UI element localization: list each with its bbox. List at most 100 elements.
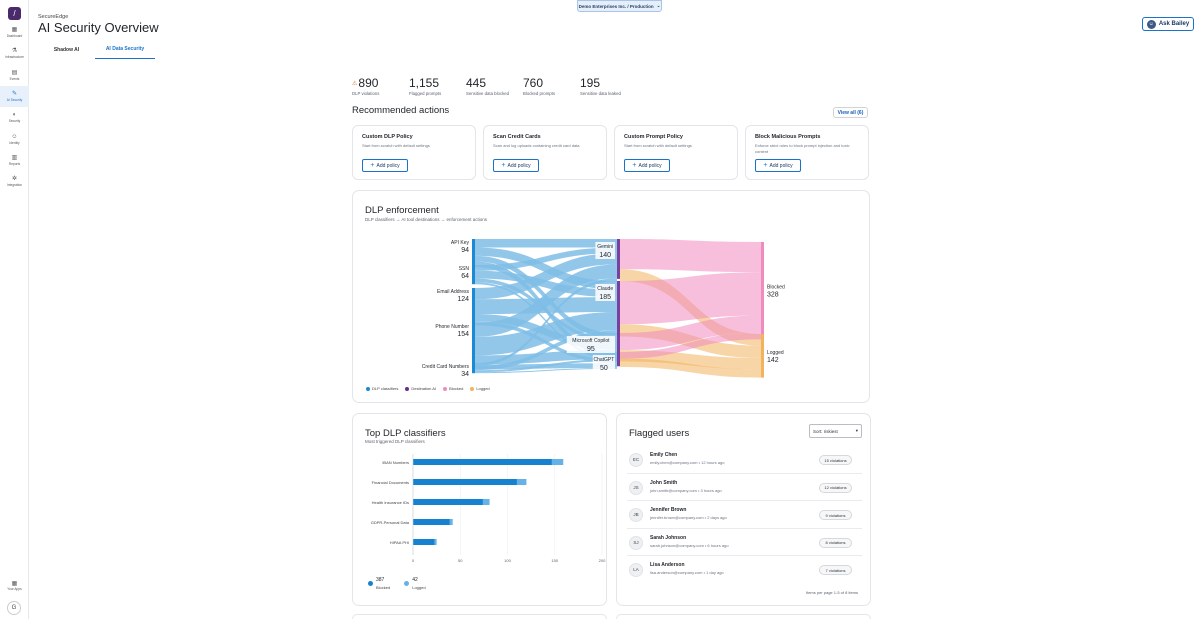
stats-row: ⚠ 890 DLP violations 1,155 Flagged prompts 44… (352, 76, 637, 96)
sankey-destination-node[interactable] (617, 352, 620, 367)
add-policy-button[interactable]: + Add policy (493, 159, 539, 172)
action-card: Custom Prompt Policy Start from scratch w… (614, 125, 738, 180)
bar-blocked[interactable] (413, 499, 483, 505)
stat-value-row: ⚠ 890 (352, 76, 409, 90)
action-card-description: Start from scratch with default settings (624, 143, 692, 148)
flagged-user-row[interactable]: EC Emily Chen emily.chen@company.com • 12 … (627, 446, 862, 474)
user-avatar[interactable]: G (7, 601, 21, 615)
dlp-enforcement-panel: API Key 94 SSN 64 Email Address 124 Phone Numb… (352, 190, 870, 403)
sidebar-item[interactable]: ✎ AI Security (0, 85, 29, 108)
tab-shadow-ai[interactable]: Shadow AI (53, 46, 80, 53)
add-policy-button[interactable]: + Add policy (624, 159, 670, 172)
violations-badge: 7 violations (819, 565, 852, 575)
flagged-user-row[interactable]: JB Jennifer Brown jennifer.brown@company.c… (627, 501, 862, 529)
your-apps-button[interactable]: ▦ Your Apps (0, 580, 29, 591)
bar-logged[interactable] (449, 519, 453, 525)
avatar: EC (629, 453, 643, 467)
tenant-selector[interactable]: Demo Enterprises Inc. / Production ⌄ (577, 0, 662, 12)
stat-value-row: 760 (523, 76, 580, 90)
flagged-users-list: EC Emily Chen emily.chen@company.com • 12 … (627, 446, 862, 584)
bar-blocked[interactable] (413, 479, 517, 485)
action-card: Scan Credit Cards Scan and log uploads co… (483, 125, 607, 180)
tab-bar: Shadow AI AI Data Security (38, 40, 155, 59)
sankey-destination-node[interactable] (617, 281, 620, 334)
sankey-source-label: Email Address (437, 289, 469, 295)
sankey-action-value: 142 (767, 357, 779, 364)
x-tick-label: 100 (504, 558, 511, 563)
stat-value-row: 445 (466, 76, 523, 90)
shield-icon: ◐ (12, 112, 17, 119)
sidebar-item[interactable]: ▦ Dashboard (0, 22, 29, 43)
user-name: Jennifer Brown (650, 507, 687, 513)
reports-icon: ▥ (11, 154, 18, 161)
flagged-user-row[interactable]: LA Lisa Anderson lisa.anderson@company.com… (627, 556, 862, 584)
legend-dot (405, 386, 410, 391)
add-policy-label: Add policy (507, 162, 531, 169)
sidebar-item[interactable]: ☺ Identity (0, 128, 29, 149)
sankey-source-node[interactable] (472, 239, 475, 268)
flagged-user-row[interactable]: SJ Sarah Johnson sarah.johnson@company.com… (627, 529, 862, 556)
bar-logged[interactable] (434, 539, 437, 545)
violations-badge: 8 violations (819, 537, 852, 548)
sankey-destination-node[interactable] (617, 239, 620, 279)
sankey-source-node[interactable] (472, 265, 475, 285)
sort-dropdown[interactable]: Sort: riskiest ▾ (809, 424, 862, 438)
blocked-dot (368, 581, 373, 586)
chevron-down-icon: ⌄ (656, 3, 661, 8)
bar-blocked[interactable] (413, 519, 450, 525)
sankey-source-node[interactable] (472, 363, 475, 374)
sankey-source-label: SSN (459, 266, 470, 272)
sankey-action-label: Logged (767, 350, 784, 356)
sidebar-item[interactable]: ⚗ Infrastructure (0, 43, 29, 64)
bar-blocked[interactable] (413, 539, 435, 545)
sankey-action-node[interactable] (761, 334, 764, 378)
add-policy-button[interactable]: + Add policy (755, 159, 801, 172)
view-all-button[interactable]: View all (6) (833, 107, 868, 118)
add-policy-button[interactable]: + Add policy (362, 159, 408, 172)
add-policy-label: Add policy (769, 162, 793, 169)
stat-label: Sensitive data blocked (466, 91, 509, 96)
sidebar-item-label: Events (9, 76, 20, 81)
sidebar-item-label: Integration (6, 183, 23, 188)
sankey-source-node[interactable] (472, 323, 475, 370)
bar-blocked[interactable] (413, 459, 552, 465)
flagged-user-row[interactable]: JS John Smith john.smith@company.com • 3 h… (627, 474, 862, 501)
stat-value: 195 (580, 76, 601, 90)
apps-grid-icon: ▦ (11, 581, 18, 587)
recommended-cards: Custom DLP Policy Start from scratch with… (352, 125, 869, 180)
sidebar-item[interactable]: ✲ Integration (0, 171, 29, 192)
sidebar-item-label: Identity (9, 140, 20, 145)
category-label: HIPAA PHI (390, 540, 409, 545)
user-detail: jennifer.brown@company.com • 2 days ago (650, 515, 727, 520)
sankey-destination-label: Claude (597, 286, 613, 292)
identity-icon: ☺ (11, 133, 18, 140)
sankey-action-node[interactable] (761, 242, 764, 340)
sankey-source-node[interactable] (472, 288, 475, 326)
ask-assistant-button[interactable]: ☺ Ask Bailey (1142, 17, 1194, 31)
bar-logged[interactable] (482, 499, 490, 505)
sankey-link (475, 247, 617, 271)
stat-label: Flagged prompts (409, 91, 442, 96)
chevron-down-icon: ▾ (855, 428, 858, 433)
sidebar-item[interactable]: ▥ Reports (0, 150, 29, 171)
sankey-link (620, 315, 761, 351)
bar-logged[interactable] (516, 479, 527, 485)
stat-card: 195 Sensitive data leaked (580, 76, 637, 96)
page-title: AI Security Overview (38, 20, 159, 35)
plus-icon: + (632, 162, 637, 169)
tab-ai-data-security[interactable]: AI Data Security (95, 40, 155, 59)
action-card: Block Malicious Prompts Enforce strict ru… (745, 125, 869, 180)
x-tick-label: 150 (551, 558, 558, 563)
totals-logged: 42 Logged (404, 577, 426, 590)
events-icon: ▤ (11, 69, 18, 76)
top-classifiers-panel: Top DLP classifiers Most triggered DLP c… (352, 413, 607, 606)
stat-value: 760 (523, 76, 544, 90)
sidebar-item[interactable]: ◐ Security (0, 107, 29, 128)
sidebar-item[interactable]: ▤ Events (0, 65, 29, 86)
sankey-link (475, 367, 617, 374)
sankey-destination-node[interactable] (617, 333, 620, 361)
bar-logged[interactable] (551, 459, 564, 465)
legend-dot (366, 386, 370, 391)
app-logo[interactable]: / (8, 7, 21, 20)
stat-label: DLP violations (352, 91, 380, 96)
